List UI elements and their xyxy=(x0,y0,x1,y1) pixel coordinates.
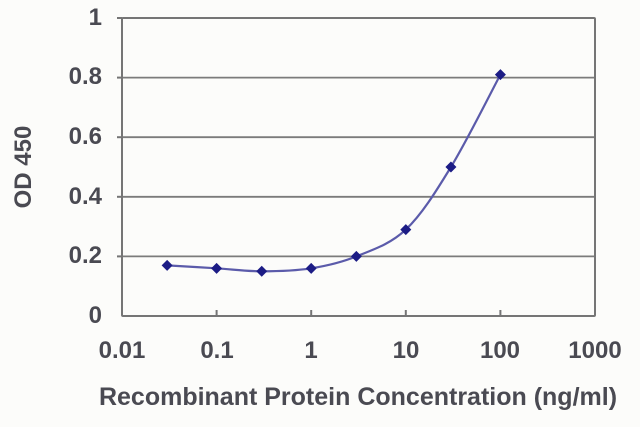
y-tick-label: 0.2 xyxy=(68,242,102,269)
y-tick-label: 0 xyxy=(88,302,102,329)
y-tick-label: 0.4 xyxy=(68,183,102,210)
x-tick-label: 0.01 xyxy=(98,337,146,364)
data-point-marker xyxy=(400,224,412,236)
data-point-marker xyxy=(305,262,317,274)
x-tick-label: 1 xyxy=(304,337,318,364)
data-point-marker xyxy=(494,69,506,81)
x-tick-label: 1000 xyxy=(568,337,622,364)
data-point-marker xyxy=(350,250,362,262)
data-point-marker xyxy=(161,259,173,271)
data-point-marker xyxy=(256,265,268,277)
y-tick-label: 0.6 xyxy=(68,123,102,150)
data-point-marker xyxy=(211,262,223,274)
y-tick-label: 1 xyxy=(88,4,102,31)
y-axis-title: OD 450 xyxy=(10,125,37,209)
y-tick-label: 0.8 xyxy=(68,63,102,90)
series-line xyxy=(166,73,502,273)
x-tick-label: 0.1 xyxy=(200,337,234,364)
plot-border xyxy=(121,17,596,317)
x-tick-label: 10 xyxy=(392,337,420,364)
data-point-marker xyxy=(445,161,457,173)
x-tick-label: 100 xyxy=(479,337,521,364)
x-axis-title: Recombinant Protein Concentration (ng/ml… xyxy=(98,383,618,411)
